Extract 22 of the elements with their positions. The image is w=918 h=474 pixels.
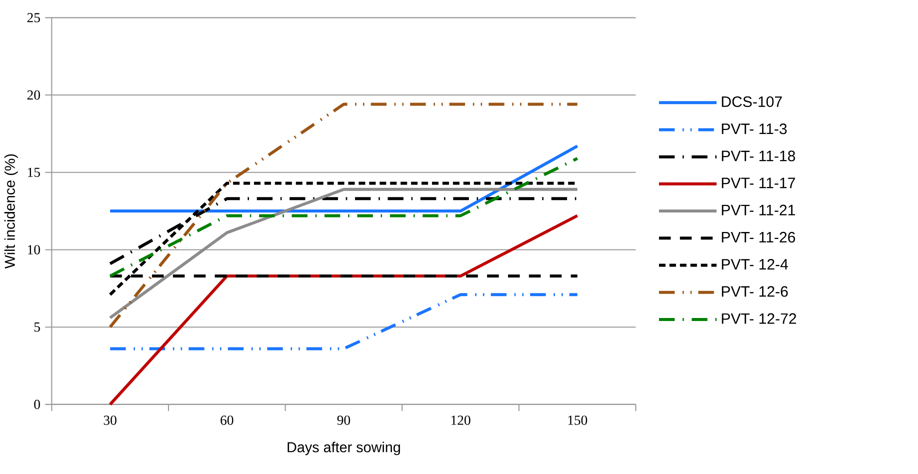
legend-label: PVT- 11-26 [722, 232, 796, 242]
x-tick-label: 120 [451, 416, 470, 425]
x-axis-title: Days after sowing [288, 442, 400, 456]
y-tick-label: 10 [28, 245, 40, 254]
legend-label: PVT- 11-17 [722, 178, 795, 188]
x-tick-label: 90 [337, 416, 350, 425]
legend-label: PVT- 11-3 [722, 123, 787, 134]
legend-label: DCS-107 [722, 96, 782, 107]
y-axis-title: Wilt incidence (%) [4, 154, 18, 269]
legend-label: PVT- 12-4 [722, 258, 788, 270]
legend-label: PVT- 11-18 [722, 150, 796, 162]
x-tick-label: 60 [220, 416, 234, 425]
x-tick-label: 30 [104, 416, 116, 425]
legend-label: PVT- 12-6 [722, 286, 788, 297]
y-tick-label: 25 [27, 12, 40, 22]
legend-label: PVT- 12-72 [722, 313, 796, 324]
x-tick-label: 150 [568, 416, 588, 425]
legend-label: PVT- 11-21 [722, 204, 795, 216]
y-tick-label: 20 [27, 90, 40, 100]
y-tick-label: 0 [34, 400, 40, 410]
y-tick-label: 5 [34, 322, 40, 332]
y-tick-label: 15 [28, 168, 40, 177]
